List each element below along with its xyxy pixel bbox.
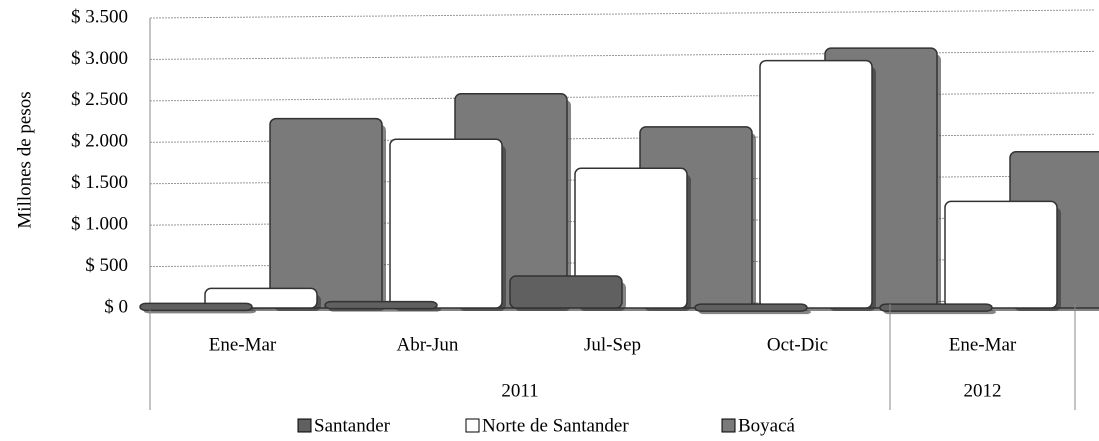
y-tick-label: $ 2.500 (71, 89, 128, 110)
bar-group (509, 275, 626, 311)
bar-group (389, 138, 506, 311)
x-tick-label: Ene-Mar (209, 334, 277, 355)
bar (269, 117, 383, 309)
bar-group (139, 302, 256, 314)
y-tick-label: $ 3.500 (71, 6, 128, 27)
x-group-label: 2012 (964, 380, 1002, 401)
legend-label: Boyacá (738, 415, 796, 436)
legend-swatch (721, 418, 736, 433)
x-tick-label: Jul-Sep (584, 334, 641, 355)
y-tick-label: $ 500 (85, 255, 128, 276)
grid-line (149, 50, 1096, 60)
x-tick-label: Oct-Dic (767, 334, 828, 355)
y-axis-label: Millones de pesos (14, 91, 35, 228)
legend-label: Santander (314, 415, 391, 436)
legend-label: Norte de Santander (482, 415, 629, 436)
y-tick-label: $ 0 (104, 296, 128, 317)
bar-group (879, 303, 996, 315)
y-tick-label: $ 1.000 (71, 214, 128, 235)
bar-group (269, 117, 386, 311)
y-tick-label: $ 1.500 (71, 172, 128, 193)
x-tick-label: Abr-Jun (397, 334, 459, 355)
x-group-label: 2011 (501, 380, 538, 401)
legend-swatch (465, 418, 480, 433)
bar (759, 59, 873, 309)
bar-group (694, 303, 811, 315)
bar (574, 167, 688, 309)
bar (944, 200, 1058, 309)
bar-group (324, 300, 441, 312)
bar (509, 275, 623, 309)
bar (694, 303, 808, 312)
bar-group (759, 59, 876, 311)
x-tick-label: Ene-Mar (949, 334, 1017, 355)
bar-group (944, 200, 1061, 311)
legend-swatch (297, 418, 312, 433)
bar (139, 302, 253, 312)
grid-line (149, 9, 1096, 19)
bar (879, 303, 993, 312)
bar (389, 138, 503, 309)
grid-line (149, 92, 1096, 102)
y-tick-label: $ 2.000 (71, 131, 128, 152)
y-tick-label: $ 3.000 (71, 48, 128, 69)
bar (324, 300, 438, 310)
